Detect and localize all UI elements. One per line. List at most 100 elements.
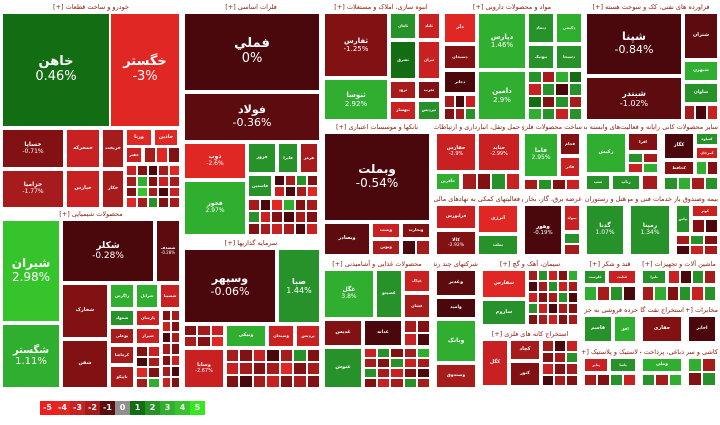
stock-tile-small[interactable] [568, 107, 582, 120]
stock-tile-small[interactable] [541, 107, 555, 120]
stock-tile-small[interactable] [148, 346, 160, 357]
stock-tile-ونیکی[interactable]: ونیکی [226, 325, 266, 347]
stock-tile-small[interactable] [704, 235, 718, 245]
stock-tile-small[interactable] [293, 375, 307, 388]
stock-tile-small[interactable] [162, 365, 171, 377]
stock-tile-small[interactable] [679, 286, 692, 301]
stock-tile-small[interactable] [158, 175, 170, 187]
sector-header-khadamat[interactable]: خدمات فنی و مهندسی [+] [628, 194, 672, 205]
stock-tile-small[interactable] [403, 378, 417, 388]
stock-tile-زاگرس[interactable]: زاگرس [110, 284, 134, 308]
stock-tile-پتایر[interactable]: پتایر [584, 358, 608, 372]
sector-header-ghand[interactable]: قند و شکر [+] [582, 259, 638, 270]
stock-tile-small[interactable] [294, 199, 307, 211]
stock-tile-وملی[interactable]: وملی [642, 358, 682, 372]
stock-tile-small[interactable] [676, 245, 690, 255]
stock-tile-پارسان[interactable]: پارسان [136, 310, 160, 326]
stock-tile-small[interactable] [285, 175, 296, 186]
stock-tile-small[interactable] [126, 165, 137, 176]
stock-tile-small[interactable] [364, 368, 378, 378]
stock-tile-small[interactable] [390, 368, 404, 378]
sector-header-mokhaberat[interactable]: مخابرات [+] [686, 305, 718, 316]
stock-tile-غصینو[interactable]: غصینو [376, 270, 402, 318]
stock-tile-small[interactable] [148, 377, 160, 388]
stock-tile-خپارس[interactable]: خپارس [66, 170, 100, 208]
stock-tile-غدیس[interactable]: غدیس [324, 320, 362, 346]
stock-tile-small[interactable] [274, 186, 285, 197]
stock-tile-small[interactable] [402, 240, 416, 255]
stock-tile-small[interactable] [162, 332, 171, 344]
sector-header-estekhraj_felezi[interactable]: استخراج کانه های فلزی [+] [480, 329, 580, 340]
stock-tile-small[interactable] [417, 320, 430, 333]
stock-tile-رکیش[interactable]: رکیش [586, 133, 626, 173]
stock-tile-بیوتیک[interactable]: بیوتیک [528, 45, 554, 69]
stock-tile-small[interactable] [555, 107, 569, 120]
stock-tile-small[interactable] [555, 83, 569, 96]
stock-tile-وساپا[interactable]: وساپا -2.67% [184, 349, 224, 388]
stock-tile-small[interactable] [197, 336, 211, 347]
stock-tile-small[interactable] [597, 374, 610, 386]
stock-tile-وهور[interactable]: وهور -0.19% [524, 205, 562, 255]
stock-tile-small[interactable] [136, 186, 148, 198]
stock-tile-small[interactable] [610, 286, 623, 301]
stock-tile-کساوه[interactable]: کساوه [696, 133, 718, 145]
stock-tile-small[interactable] [476, 173, 491, 190]
stock-tile-حفارس[interactable]: حفارس -2.9% [436, 133, 476, 171]
stock-tile-small[interactable] [147, 175, 159, 187]
stock-tile-small[interactable] [136, 346, 148, 357]
stock-tile-small[interactable] [184, 325, 198, 336]
stock-tile-شصدف[interactable]: شصدف -0.28% [156, 220, 180, 282]
sector-header-rayaneh[interactable]: رایانه و فعالیت‌های وابسته به آن [+] [584, 122, 660, 133]
stock-tile-غشان[interactable]: غشان [404, 294, 430, 318]
stock-tile-small[interactable] [416, 240, 430, 255]
stock-tile-small[interactable] [454, 95, 466, 108]
stock-tile-small[interactable] [528, 270, 538, 281]
stock-tile-قلرست[interactable]: قلرست [584, 270, 606, 284]
stock-tile-رمپنا[interactable]: رمپنا 1.34% [630, 205, 670, 255]
sector-header-haml[interactable]: حمل ونقل، انبارداری و ارتباطات [+] [434, 122, 520, 133]
stock-tile-شپنا[interactable]: شپنا -0.84% [586, 13, 682, 75]
stock-tile-small[interactable] [126, 186, 137, 198]
sector-header-hotel[interactable]: هتل و رستوران [+] [584, 194, 626, 205]
sector-header-khodro[interactable]: خودرو و ساخت قطعات [+] [2, 2, 180, 13]
stock-tile-ثاباد[interactable]: ثاباد [418, 13, 440, 39]
stock-tile-small[interactable] [404, 320, 417, 333]
sector-header-felezi[interactable]: ساخت محصولات فلزی [+] [522, 122, 582, 133]
stock-tile-small[interactable] [259, 211, 272, 223]
stock-tile-small[interactable] [184, 336, 198, 347]
stock-tile-small[interactable] [692, 219, 705, 233]
stock-tile-کحافظ[interactable]: کحافظ [664, 161, 694, 175]
sector-header-siman[interactable]: سیمان، آهک و گچ [+] [480, 259, 580, 270]
stock-tile-small[interactable] [554, 351, 566, 363]
stock-tile-small[interactable] [541, 95, 555, 108]
stock-tile-small[interactable] [417, 333, 430, 346]
stock-tile-small[interactable] [558, 314, 568, 325]
stock-tile-small[interactable] [642, 286, 655, 301]
stock-tile-رتاپ[interactable]: رتاپ [612, 175, 640, 190]
stock-tile-وسپهر[interactable]: وسپهر -0.06% [184, 249, 276, 323]
sector-header-chand[interactable]: شرکتهای چند رشته ای صنعتی [+] [434, 259, 478, 270]
stock-tile-فایرا[interactable]: فایرا [278, 143, 298, 173]
stock-tile-small[interactable] [528, 95, 542, 108]
stock-tile-وبصادر[interactable]: وبصادر [324, 223, 370, 255]
stock-tile-حتاید[interactable]: حتاید -2.99% [478, 133, 520, 171]
stock-tile-شیراز[interactable]: شیراز [136, 328, 160, 344]
stock-tile-small[interactable] [306, 362, 320, 375]
stock-tile-small[interactable] [279, 375, 294, 388]
stock-tile-small[interactable] [642, 374, 656, 386]
stock-tile-گدنا[interactable]: گدنا 1.07% [586, 205, 624, 255]
stock-tile-ورنا[interactable]: ورنا [126, 129, 152, 146]
stock-tile-وغدیر[interactable]: وغدیر [436, 270, 476, 296]
stock-tile-انرژی[interactable]: انرژی [478, 205, 518, 233]
sector-header-kani[interactable]: سایر محصولات کانی غیرفلزی [+] [662, 122, 718, 133]
sector-header-felezat[interactable]: فلزات اساسی [+] [182, 2, 320, 13]
stock-tile-small[interactable] [136, 356, 148, 367]
stock-tile-ساروم[interactable]: ساروم [482, 300, 526, 325]
stock-tile-شمواد[interactable]: شمواد [110, 310, 134, 326]
stock-tile-small[interactable] [390, 378, 404, 388]
stock-tile-small[interactable] [248, 211, 260, 223]
stock-tile-small[interactable] [266, 375, 280, 388]
stock-tile-small[interactable] [252, 362, 267, 375]
stock-tile-small[interactable] [285, 186, 296, 197]
stock-tile-small[interactable] [691, 286, 704, 301]
